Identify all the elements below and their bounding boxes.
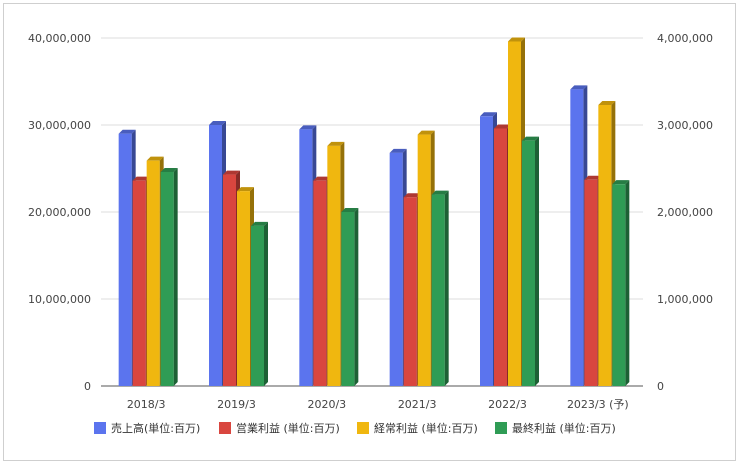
bar-top <box>389 148 407 153</box>
bar-top <box>209 121 226 125</box>
bar-front <box>480 116 493 387</box>
legend-item: 経常利益 (単位:百万) <box>357 421 478 435</box>
bar-4-6 <box>612 180 630 386</box>
bar-top <box>584 175 602 180</box>
bar-front <box>209 125 222 386</box>
bar-front <box>160 171 174 386</box>
bar-4-1 <box>160 167 178 386</box>
category-label: 2022/3 <box>488 398 527 411</box>
category-label: 2020/3 <box>307 398 346 411</box>
bar-front <box>508 41 521 386</box>
bar-front <box>431 194 445 386</box>
bar-front <box>389 152 403 386</box>
bar-front <box>417 134 431 386</box>
bar-top <box>299 125 317 130</box>
left-tick-label: 10,000,000 <box>28 293 91 306</box>
legend-swatch <box>94 422 106 434</box>
bar-top <box>341 208 359 212</box>
bar-top <box>570 85 588 90</box>
bar-front <box>598 104 612 387</box>
bar-4-4 <box>431 190 449 386</box>
chart-frame: 0 10,000,000 20,000,000 30,000,000 40,000,00… <box>3 3 736 461</box>
bar-front <box>237 191 250 386</box>
bar-top <box>522 136 539 141</box>
bar-top <box>480 112 497 117</box>
category-label: 2018/3 <box>127 398 166 411</box>
bar-4-3 <box>341 208 359 386</box>
bar-front <box>612 184 626 386</box>
bar-top <box>223 170 240 175</box>
bar-top <box>132 176 150 181</box>
bar-front <box>118 133 132 386</box>
bar-top <box>431 190 449 195</box>
bar-front <box>522 140 535 386</box>
bar-top <box>118 129 136 134</box>
category-label: 2019/3 <box>217 398 256 411</box>
right-tick-label: 4,000,000 <box>657 32 713 45</box>
bar-side <box>264 221 268 386</box>
right-tick-label: 1,000,000 <box>657 293 713 306</box>
category-label: 2023/3 (予) <box>567 398 629 411</box>
bar-top <box>598 100 616 105</box>
bar-chart: 0 10,000,000 20,000,000 30,000,000 40,000,00… <box>28 32 713 435</box>
bar-top <box>251 221 268 226</box>
bar-front <box>313 180 327 386</box>
bar-front <box>494 128 507 386</box>
bar-top <box>612 180 630 185</box>
category-labels: 2018/3 2019/3 2020/3 2021/3 2022/3 2023/3 (予) <box>127 398 629 411</box>
bar-top <box>494 124 511 129</box>
left-axis: 0 10,000,000 20,000,000 30,000,000 40,000,00… <box>28 32 91 393</box>
bar-top <box>403 193 421 198</box>
right-tick-label: 3,000,000 <box>657 119 713 132</box>
bar-top <box>327 141 345 146</box>
bar-front <box>299 129 313 386</box>
bar-4-2 <box>251 221 268 386</box>
legend-label: 経常利益 (単位:百万) <box>374 421 478 435</box>
right-tick-label: 2,000,000 <box>657 206 713 219</box>
legend-item: 営業利益 (単位:百万) <box>219 421 340 435</box>
bar-front <box>403 197 417 386</box>
gridlines <box>101 37 643 387</box>
bar-top <box>237 187 254 192</box>
bar-front <box>251 225 264 386</box>
legend-label: 売上高(単位:百万) <box>111 421 200 435</box>
bars <box>118 37 630 387</box>
bar-4-5 <box>522 136 539 386</box>
legend-item: 売上高(単位:百万) <box>94 421 200 435</box>
right-axis: 0 1,000,000 2,000,000 3,000,000 4,000,000 <box>657 32 713 393</box>
legend-swatch <box>495 422 507 434</box>
bar-side <box>444 190 449 386</box>
bar-side <box>625 180 630 386</box>
bar-front <box>570 89 584 386</box>
legend-label: 最終利益 (単位:百万) <box>512 421 616 435</box>
bar-top <box>417 130 435 135</box>
legend-item: 最終利益 (単位:百万) <box>495 421 616 435</box>
legend-swatch <box>357 422 369 434</box>
left-tick-label: 20,000,000 <box>28 206 91 219</box>
bar-side <box>535 136 539 386</box>
bar-side <box>173 167 178 386</box>
bar-front <box>223 174 236 386</box>
right-tick-label: 0 <box>657 380 664 393</box>
bar-front <box>132 180 146 386</box>
bar-side <box>354 208 359 386</box>
bar-top <box>508 37 525 42</box>
bar-front <box>146 160 160 386</box>
left-tick-label: 40,000,000 <box>28 32 91 45</box>
legend-swatch <box>219 422 231 434</box>
legend-label: 営業利益 (単位:百万) <box>236 421 340 435</box>
legend: 売上高(単位:百万) 営業利益 (単位:百万) 経常利益 (単位:百万) 最終利益 (… <box>94 421 616 435</box>
bar-front <box>327 145 341 386</box>
left-tick-label: 30,000,000 <box>28 119 91 132</box>
category-label: 2021/3 <box>398 398 437 411</box>
bar-front <box>341 212 355 386</box>
bar-front <box>584 179 598 386</box>
left-tick-label: 0 <box>84 380 91 393</box>
bar-top <box>313 176 331 181</box>
bar-top <box>146 156 164 161</box>
bar-top <box>160 167 178 172</box>
